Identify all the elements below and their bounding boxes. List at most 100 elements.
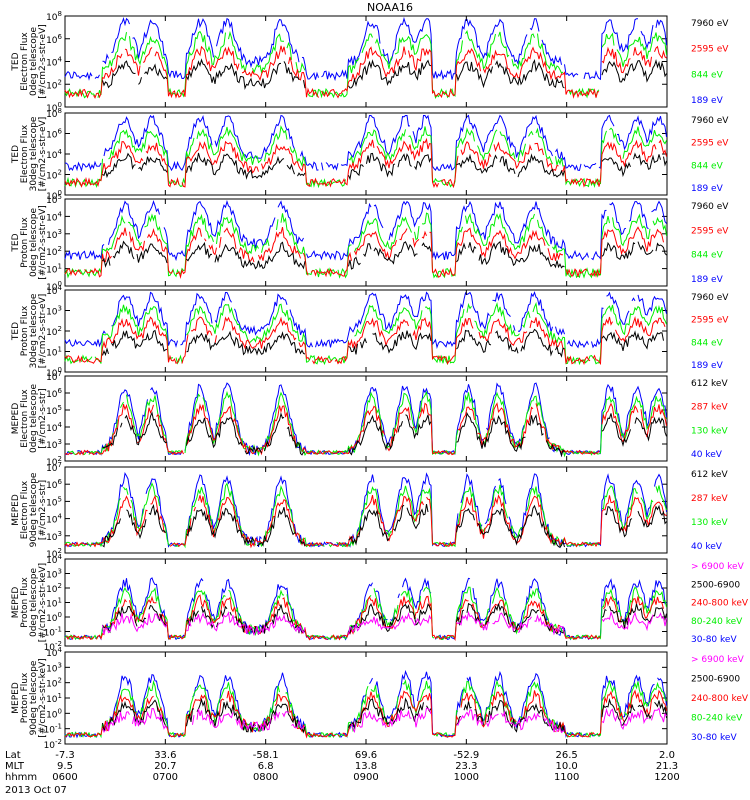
y-tick-label: 105 — [46, 495, 62, 508]
legend-entry: 2595 eV — [691, 226, 729, 236]
x-tick-label: 2.0 — [659, 750, 675, 761]
y-tick-label: 104 — [46, 56, 62, 69]
y-tick-label: 101 — [46, 263, 62, 276]
y-tick-label: 106 — [46, 128, 62, 141]
legend-entry: 287 keV — [691, 494, 728, 504]
series-line — [64, 45, 667, 99]
legend-entry: 240-800 keV — [691, 694, 749, 704]
x-tick-label: 1200 — [654, 772, 679, 783]
series-line — [102, 610, 667, 636]
legend-entry: 240-800 keV — [691, 599, 749, 609]
y-tick-label: 104 — [46, 553, 62, 566]
y-tick-label: 100 — [46, 101, 62, 114]
y-tick-label: 103 — [46, 305, 62, 318]
legend-entry: 189 eV — [691, 361, 724, 371]
legend-entry: 612 keV — [691, 470, 728, 480]
y-tick-label: 10-2 — [44, 738, 62, 751]
y-tick-label: 100 — [46, 366, 62, 379]
x-tick-label: 26.5 — [556, 750, 578, 761]
legend-entry: 844 eV — [691, 338, 724, 348]
y-tick-label: 105 — [46, 193, 62, 206]
x-tick-label: 0900 — [353, 772, 378, 783]
legend-entry: 30-80 keV — [691, 733, 737, 743]
legend-entry: 844 eV — [691, 251, 724, 261]
x-tick-label: 10.0 — [556, 761, 578, 772]
y-axis-label: MEPEDProton Flux0deg telescope[#/cm2-s-s… — [11, 563, 48, 642]
y-tick-label: 102 — [46, 547, 62, 560]
x-tick-label: -7.3 — [55, 750, 75, 761]
series-line — [64, 669, 667, 739]
date-label: 2013 Oct 07 — [5, 785, 67, 796]
series-line — [102, 411, 667, 458]
legend-entry: 189 eV — [691, 96, 724, 106]
y-tick-label: 107 — [46, 370, 62, 383]
legend-entry: 2500-6900 — [691, 580, 740, 590]
y-tick-label: 108 — [46, 10, 62, 23]
x-tick-label: 0800 — [253, 772, 278, 783]
y-tick-label: 106 — [46, 387, 62, 400]
legend-entry: 189 eV — [691, 184, 724, 194]
y-tick-label: 102 — [46, 169, 62, 182]
x-tick-label: 0600 — [52, 772, 77, 783]
series-line — [102, 152, 667, 181]
legend-entry: 130 keV — [691, 426, 728, 436]
y-tick-label: 104 — [46, 421, 62, 434]
series-line — [102, 240, 667, 270]
legend-entry: 2595 eV — [691, 45, 729, 55]
legend-entry: 287 keV — [691, 403, 728, 413]
legend-entry: 80-240 keV — [691, 714, 743, 724]
x-tick-label: 9.5 — [57, 761, 73, 772]
x-tick-label: 0700 — [153, 772, 178, 783]
y-tick-label: 100 — [46, 611, 62, 624]
y-tick-label: 100 — [46, 280, 62, 293]
y-axis-label: MEPEDElectron Flux0deg telescope[#/cm2-s… — [11, 384, 48, 454]
panel-1: 108 106 104 102 100 TEDElectron Flux0deg tele… — [11, 10, 729, 114]
legend-entry: 7960 eV — [691, 293, 729, 303]
y-tick-label: 10-1 — [44, 723, 62, 736]
legend-entry: 40 keV — [691, 450, 723, 460]
y-tick-label: 101 — [46, 346, 62, 359]
y-tick-label: 104 — [46, 646, 62, 659]
y-tick-label: 101 — [46, 597, 62, 610]
x-tick-label: 33.6 — [154, 750, 176, 761]
y-tick-label: 101 — [46, 692, 62, 705]
y-axis-label: MEPEDElectron Flux90deg telescope[#/cm2-… — [11, 472, 48, 547]
y-tick-label: 103 — [46, 661, 62, 674]
y-tick-label: 102 — [46, 325, 62, 338]
x-tick-label: 69.6 — [355, 750, 377, 761]
y-tick-label: 102 — [46, 582, 62, 595]
series-line — [102, 504, 667, 549]
x-tick-label: 20.7 — [154, 761, 176, 772]
y-tick-label: 10-2 — [44, 640, 62, 653]
y-axis-label: TEDElectron Flux30deg telescope[#/cm2-s-… — [11, 116, 48, 191]
series-line — [64, 199, 667, 262]
x-tick-label: 13.8 — [355, 761, 377, 772]
y-tick-label: 102 — [46, 677, 62, 690]
y-tick-label: 108 — [46, 107, 62, 120]
legend-entry: 2595 eV — [691, 316, 729, 326]
figure-title: NOAA16 — [367, 1, 413, 14]
series-line — [103, 330, 667, 357]
series-line — [64, 16, 667, 82]
legend-entry: 40 keV — [691, 542, 723, 552]
legend-entry: 844 eV — [691, 70, 724, 80]
x-row-label: Lat — [5, 750, 21, 761]
y-tick-label: 106 — [46, 33, 62, 46]
y-tick-label: 105 — [46, 404, 62, 417]
series-line — [64, 689, 667, 739]
x-tick-label: -58.1 — [253, 750, 279, 761]
x-tick-label: 1100 — [554, 772, 579, 783]
y-tick-label: 106 — [46, 478, 62, 491]
y-tick-label: 102 — [46, 245, 62, 258]
legend-entry: > 6900 keV — [691, 562, 745, 572]
y-tick-label: 10-1 — [44, 626, 62, 639]
y-axis-label: TEDProton Flux0deg telescope[#/cm2-s-str… — [11, 205, 48, 280]
series-line — [64, 125, 667, 189]
